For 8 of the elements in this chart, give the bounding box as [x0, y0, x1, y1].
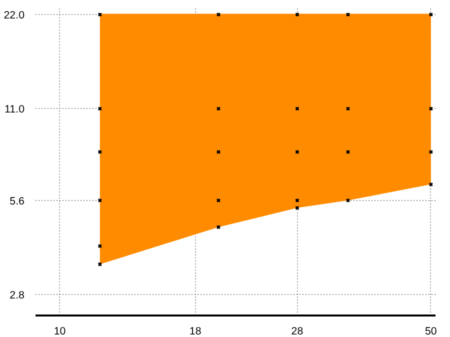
y-tick-label: 11.0	[4, 104, 25, 116]
x-tick-label: 18	[189, 326, 202, 337]
y-tick-label: 22.0	[4, 10, 25, 22]
x-tick-label: 10	[54, 326, 66, 337]
y-tick-label: 2.8	[10, 290, 25, 302]
x-tick-label: 50	[425, 326, 437, 337]
x-tick-label: 28	[291, 326, 304, 337]
y-tick-label: 5.6	[10, 195, 25, 208]
